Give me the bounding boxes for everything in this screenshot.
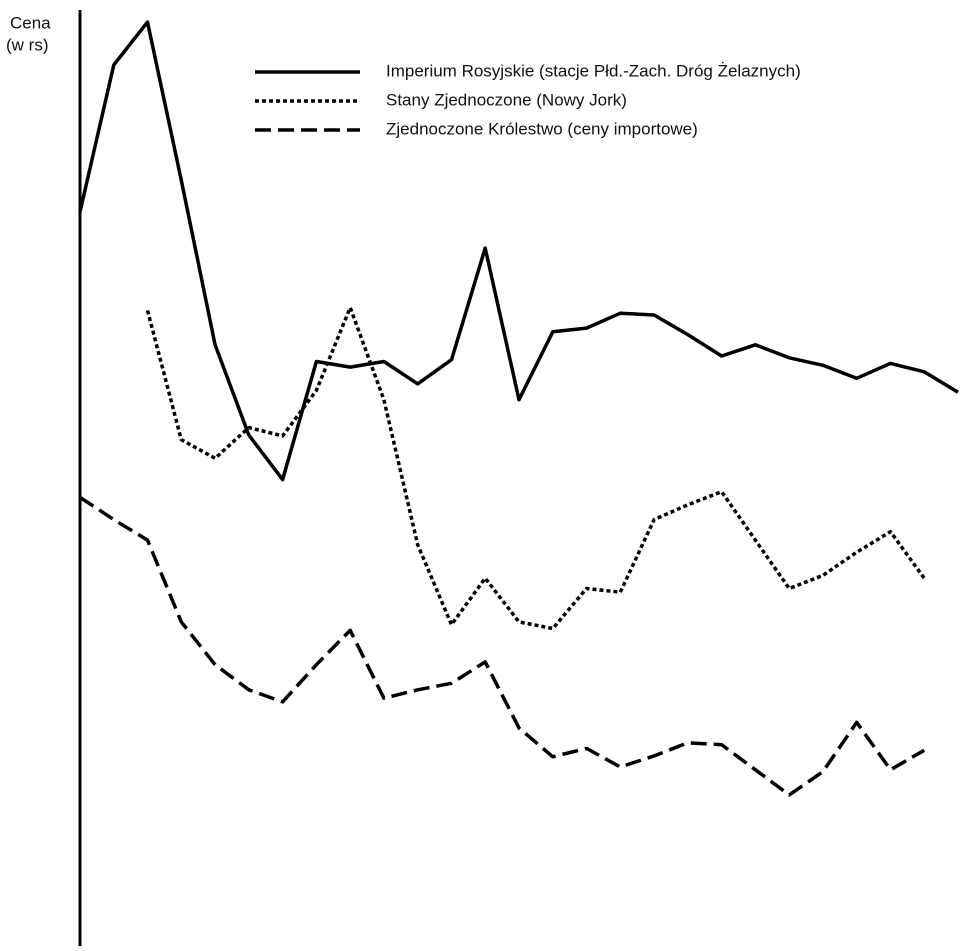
- legend-label: Imperium Rosyjskie (stacje Płd.-Zach. Dr…: [386, 61, 801, 80]
- y-axis-label: Cena: [10, 13, 51, 32]
- legend-label: Stany Zjednoczone (Nowy Jork): [386, 90, 627, 109]
- series-line: [79, 495, 926, 797]
- series-line: [78, 20, 959, 482]
- legend-label: Zjednoczone Królestwo (ceny importowe): [386, 119, 698, 138]
- y-axis-label: (w rs): [6, 35, 48, 54]
- series-line: [145, 305, 926, 631]
